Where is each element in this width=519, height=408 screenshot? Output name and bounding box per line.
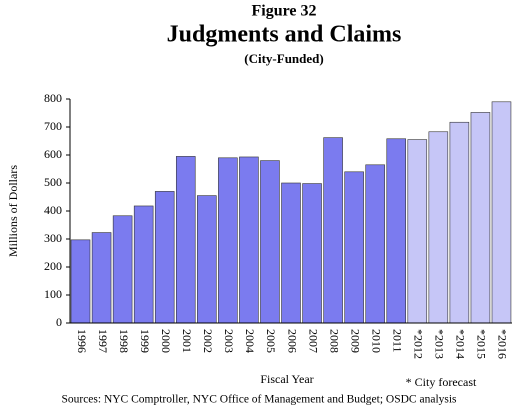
bar [365,164,385,324]
x-tick-label: 2005 [264,329,278,353]
bar [175,156,196,324]
x-tick-label: 1996 [75,329,89,353]
x-tick-label: 2002 [201,329,215,353]
bar [428,131,449,324]
annotation: * City forecast [406,375,477,389]
bar [407,139,428,324]
y-tick-label: 300 [44,231,62,245]
x-tick-label: 2003 [222,329,236,353]
y-tick-label: 0 [56,315,62,329]
x-tick-label: 2010 [369,329,383,353]
bar [112,215,133,324]
bar [470,112,491,324]
y-axis-title: Millions of Dollars [6,165,20,257]
chart-title: Figure 32 [251,3,316,20]
x-tick-label: 2008 [327,329,341,353]
bar [154,191,175,324]
x-tick-label: 2004 [243,329,257,353]
bar [386,138,407,324]
x-tick-label: 2001 [180,329,194,353]
bar [133,205,154,324]
chart-subtitle: Judgments and Claims [167,22,402,48]
y-tick-label: 400 [44,203,62,217]
x-tick-label: 1997 [96,329,110,353]
bar [323,137,343,324]
x-tick-label: *2013 [433,329,447,359]
x-tick-label: *2012 [412,329,426,359]
x-tick-label: 2009 [348,329,362,353]
bar [281,182,301,324]
y-tick-label: 200 [44,259,62,273]
bar [491,101,512,324]
bar [218,157,238,324]
bar [302,183,322,324]
bar [344,171,364,324]
bar [449,121,470,324]
x-tick-label: 1999 [138,329,152,353]
x-tick-label: 2006 [285,329,299,353]
x-tick-label: 1998 [117,329,131,353]
x-tick-label: *2014 [454,329,468,359]
x-axis-title: Fiscal Year [260,372,313,386]
bar [239,156,259,324]
x-tick-label: *2016 [496,329,510,359]
y-tick-label: 800 [44,91,62,105]
y-tick-label: 700 [44,119,62,133]
x-tick-label: *2015 [475,329,489,359]
x-tick-label: 2011 [390,329,404,353]
y-tick-label: 500 [44,175,62,189]
y-tick-label: 100 [44,287,62,301]
bar [197,195,217,324]
chart-subsubtitle: (City-Funded) [244,51,323,66]
bar [260,160,280,324]
bar [91,232,112,324]
bar [70,239,91,324]
x-tick-label: 2007 [306,329,320,353]
source-note: Sources: NYC Comptroller, NYC Office of … [61,394,457,406]
x-tick-label: 2000 [159,329,173,353]
y-tick-label: 600 [44,147,62,161]
